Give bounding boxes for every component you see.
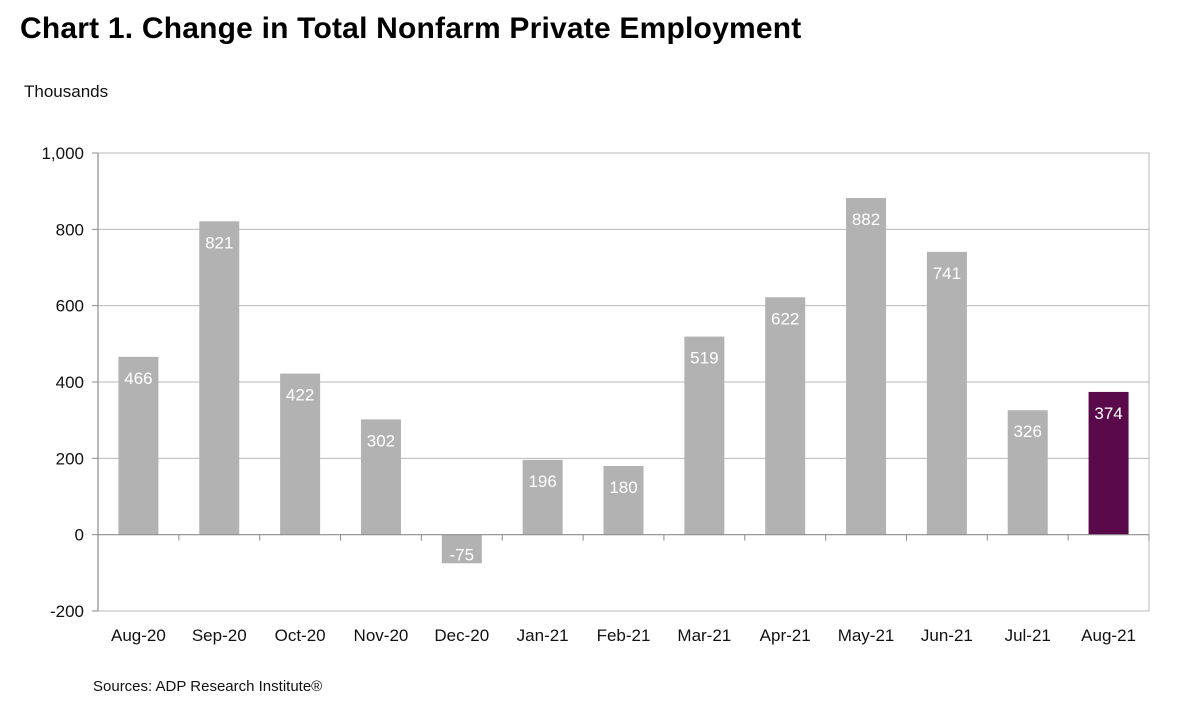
y-tick-label: 1,000: [41, 144, 84, 163]
y-tick-label: 800: [56, 220, 84, 239]
bar-jul-21: [1007, 410, 1048, 535]
bar-dec-20: [441, 534, 482, 564]
bar-sep-20: [199, 221, 240, 535]
x-tick-label: Jul-21: [1005, 626, 1051, 645]
bar-jan-21: [522, 459, 563, 535]
data-label: 622: [771, 309, 799, 328]
y-tick-label: -200: [50, 602, 84, 621]
data-label: 519: [690, 349, 718, 368]
data-label: 882: [852, 210, 880, 229]
data-label: -75: [450, 545, 475, 564]
y-tick-label: 400: [56, 373, 84, 392]
x-tick-label: Dec-20: [434, 626, 489, 645]
bar-oct-20: [280, 373, 321, 535]
data-label: 302: [367, 431, 395, 450]
data-label: 466: [124, 369, 152, 388]
x-tick-label: Jun-21: [921, 626, 973, 645]
x-tick-label: May-21: [838, 626, 895, 645]
bar-apr-21: [765, 297, 806, 535]
y-axis-unit-label: Thousands: [24, 82, 109, 101]
x-tick-label: Aug-20: [111, 626, 166, 645]
bar-may-21: [846, 198, 887, 535]
data-label: 741: [933, 264, 961, 283]
x-tick-label: Oct-20: [275, 626, 326, 645]
bar-jun-21: [926, 251, 967, 535]
y-tick-label: 0: [75, 526, 84, 545]
bars: [118, 198, 1129, 564]
bar-feb-21: [603, 465, 644, 535]
bar-mar-21: [684, 336, 725, 535]
axes: [92, 152, 1150, 612]
labels: -200 0 200 400 600 800 1,000 Aug-20 466 Sep-20 821…: [41, 144, 1136, 645]
x-tick-label: Jan-21: [517, 626, 569, 645]
data-label: 422: [286, 386, 314, 405]
data-label: 196: [528, 472, 556, 491]
y-tick-label: 600: [56, 297, 84, 316]
x-tick-label: Apr-21: [760, 626, 811, 645]
bar-aug-20: [118, 356, 159, 535]
x-tick-label: Mar-21: [677, 626, 731, 645]
data-label: 821: [205, 233, 233, 252]
source-note: Sources: ADP Research Institute®: [93, 678, 323, 695]
x-tick-label: Feb-21: [597, 626, 651, 645]
chart-title: Chart 1. Change in Total Nonfarm Private…: [20, 12, 802, 45]
x-tick-label: Nov-20: [354, 626, 409, 645]
data-label: 374: [1094, 404, 1122, 423]
x-tick-label: Aug-21: [1081, 626, 1136, 645]
bar-aug-21: [1088, 391, 1129, 535]
y-tick-label: 200: [56, 449, 84, 468]
gridlines: [98, 152, 1149, 612]
data-label: 326: [1014, 422, 1042, 441]
data-label: 180: [609, 478, 637, 497]
bar-nov-20: [360, 419, 401, 535]
x-tick-label: Sep-20: [192, 626, 247, 645]
